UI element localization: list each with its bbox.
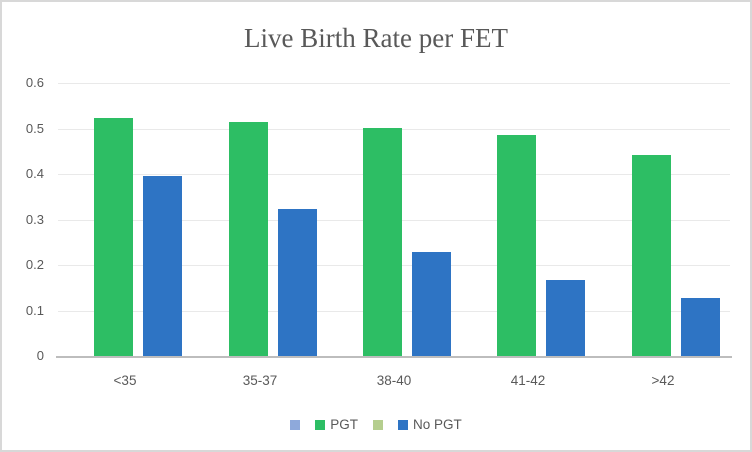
- y-axis-tick-label: 0: [36, 348, 44, 363]
- bar-pgt-38-40: [363, 128, 402, 356]
- y-axis-tick-label: 0.5: [25, 121, 44, 136]
- bar-no-pgt-42: [681, 298, 720, 356]
- y-axis-tick-label: 0.4: [25, 166, 44, 181]
- bar-no-pgt-41-42: [546, 280, 585, 356]
- bar-pgt-42: [632, 155, 671, 356]
- legend-entry-no-pgt: No PGT: [398, 416, 462, 433]
- y-axis-tick-label: 0.3: [25, 212, 44, 227]
- x-axis-category-label: >42: [651, 373, 675, 388]
- y-axis-tick-label: 0.6: [25, 75, 44, 90]
- bar-pgt-41-42: [497, 135, 536, 356]
- legend-swatch-icon: [315, 419, 326, 430]
- x-axis-category-label: 38-40: [376, 373, 412, 388]
- bar-pgt-35: [94, 118, 133, 356]
- legend-label: No PGT: [413, 417, 462, 432]
- gridline-0.6: [58, 83, 730, 84]
- x-axis-line: [56, 356, 732, 358]
- bar-no-pgt-38-40: [412, 252, 451, 356]
- legend-entry-unlabeled-0: [290, 419, 301, 430]
- bar-pgt-35-37: [229, 122, 268, 356]
- legend-entry-unlabeled-2: [373, 419, 383, 430]
- y-axis-tick-label: 0.2: [25, 257, 44, 272]
- legend: PGT No PGT: [2, 416, 750, 433]
- legend-swatch-icon: [373, 419, 383, 430]
- bar-no-pgt-35: [143, 176, 182, 356]
- x-axis-category-label: 41-42: [510, 373, 546, 388]
- x-axis-category-label: 35-37: [242, 373, 278, 388]
- legend-swatch-icon: [290, 419, 301, 430]
- chart-title: Live Birth Rate per FET: [244, 23, 508, 53]
- legend-swatch-icon: [398, 419, 408, 430]
- bar-no-pgt-35-37: [278, 209, 317, 356]
- legend-label: PGT: [330, 417, 358, 432]
- x-axis-category-label: <35: [113, 373, 137, 388]
- y-axis-tick-label: 0.1: [25, 303, 44, 318]
- legend-entry-pgt: PGT: [315, 416, 358, 433]
